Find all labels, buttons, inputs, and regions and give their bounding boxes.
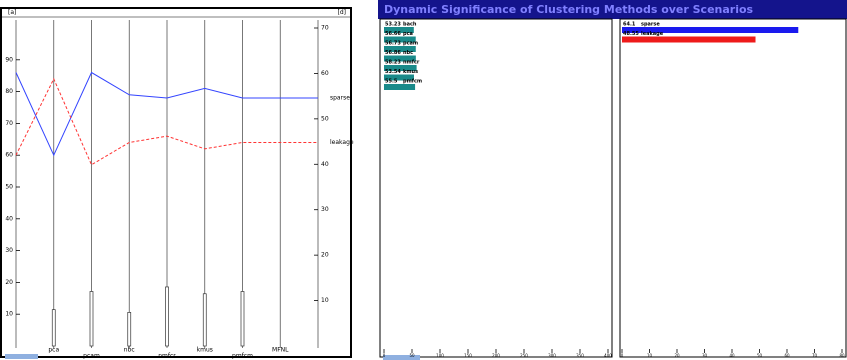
bar-label: pmfcm [403, 79, 422, 85]
y-tick-label: 20 [5, 279, 13, 286]
significance-bar [89, 291, 94, 347]
series-label: leakage [330, 139, 354, 146]
bar-label: kmus [403, 69, 418, 75]
bar-value: 58.23 [385, 60, 401, 66]
y2-tick-label: 40 [321, 161, 329, 168]
bar [384, 65, 417, 71]
y-tick-label: 50 [5, 184, 13, 191]
x-tick-label: 20 [674, 353, 680, 358]
title-bar [378, 0, 847, 19]
series-line [15, 71, 318, 157]
x-tick-label: 80 [839, 353, 845, 358]
axis-label: nmfcr [158, 353, 176, 360]
x-tick-label: 0 [621, 353, 624, 358]
y-tick-label: 70 [5, 120, 13, 127]
title: Dynamic Significance of Clustering Metho… [384, 3, 754, 16]
y2-tick-label: 10 [321, 297, 329, 304]
bar-value: 56.73 [385, 41, 401, 47]
x-tick-label: 10 [647, 353, 653, 358]
bar [622, 27, 799, 33]
x-tick-label: 40 [729, 353, 735, 358]
bar [384, 46, 416, 52]
significance-bar [240, 291, 245, 347]
axis-label: kmus [197, 347, 213, 354]
bar [384, 84, 416, 90]
axis-label: pca [48, 347, 59, 354]
x-tick-label: 200 [492, 353, 500, 358]
list-panel [619, 18, 847, 358]
y2-tick-label: 20 [321, 252, 329, 259]
bar-label: sparse [641, 22, 660, 28]
bar [622, 36, 756, 43]
x-tick-label: 350 [576, 353, 584, 358]
bar-label: nbc [403, 50, 413, 56]
bar-value: 56.66 [385, 31, 401, 37]
significance-bar [202, 293, 207, 347]
left-window [0, 7, 352, 358]
significance-bar [51, 309, 56, 347]
y-tick-label: 60 [5, 152, 13, 159]
bar-value: 55.5 [385, 79, 398, 85]
bar-label: leakage [641, 31, 664, 37]
x-tick-label: 150 [464, 353, 472, 358]
bar [384, 36, 416, 43]
bar [384, 27, 414, 33]
corner-right: [d] [338, 9, 347, 16]
y-tick-label: 80 [5, 88, 13, 95]
axis-label: pcam [83, 353, 100, 360]
axis-label: pmfcm [232, 353, 253, 360]
x-tick-label: 30 [702, 353, 708, 358]
y-tick-label: 40 [5, 215, 13, 222]
bar-value: 56.86 [385, 50, 401, 56]
y2-tick-label: 60 [321, 70, 329, 77]
significance-bar [127, 312, 132, 347]
bar [384, 55, 416, 62]
x-tick-label: 300 [548, 353, 556, 358]
y-tick-label: 90 [5, 56, 13, 63]
bar-value: 64.1 [623, 22, 636, 28]
y2-tick-label: 30 [321, 206, 329, 213]
x-tick-label: 0 [383, 353, 386, 358]
x-tick-label: 100 [436, 353, 444, 358]
bar-label: pca [403, 31, 413, 37]
y2-tick-label: 70 [321, 25, 329, 32]
y-tick-label: 10 [5, 311, 13, 318]
y2-tick-label: 50 [321, 115, 329, 122]
bar-label: pcam [403, 41, 418, 47]
x-tick-label: 400 [604, 353, 612, 358]
axis-label: MFNL [272, 347, 289, 354]
right-tab[interactable] [383, 355, 420, 360]
x-tick-label: 50 [757, 353, 763, 358]
significance-bar [165, 286, 169, 347]
x-tick-label: 70 [812, 353, 818, 358]
bar-label: bach [403, 22, 417, 28]
x-tick-label: 250 [520, 353, 528, 358]
left-tab[interactable] [5, 354, 38, 359]
corner-left: [a] [8, 9, 16, 16]
y-tick-label: 30 [5, 247, 13, 254]
bar-label: nmfcr [403, 60, 420, 66]
bar-value: 53.23 [385, 22, 401, 28]
list-panel [379, 18, 613, 358]
x-tick-label: 50 [409, 353, 415, 358]
bar-value: 48.55 [623, 31, 639, 37]
bar [384, 74, 414, 81]
bar-value: 53.54 [385, 69, 401, 75]
series-line [15, 77, 318, 166]
series-label: sparse [330, 94, 350, 101]
axis-label: nbc [124, 347, 135, 354]
x-tick-label: 60 [784, 353, 790, 358]
